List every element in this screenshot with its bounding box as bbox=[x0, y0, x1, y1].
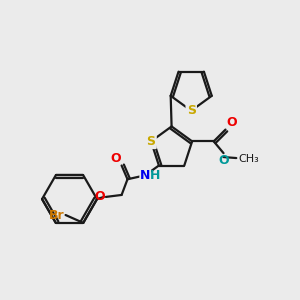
Text: O: O bbox=[218, 154, 229, 167]
Text: S: S bbox=[147, 135, 156, 148]
Text: N: N bbox=[140, 169, 150, 182]
Text: O: O bbox=[94, 190, 105, 203]
Text: CH₃: CH₃ bbox=[238, 154, 259, 164]
Text: Br: Br bbox=[49, 208, 64, 221]
Text: S: S bbox=[187, 104, 196, 117]
Text: H: H bbox=[150, 169, 160, 182]
Text: O: O bbox=[110, 152, 121, 164]
Text: O: O bbox=[226, 116, 237, 129]
